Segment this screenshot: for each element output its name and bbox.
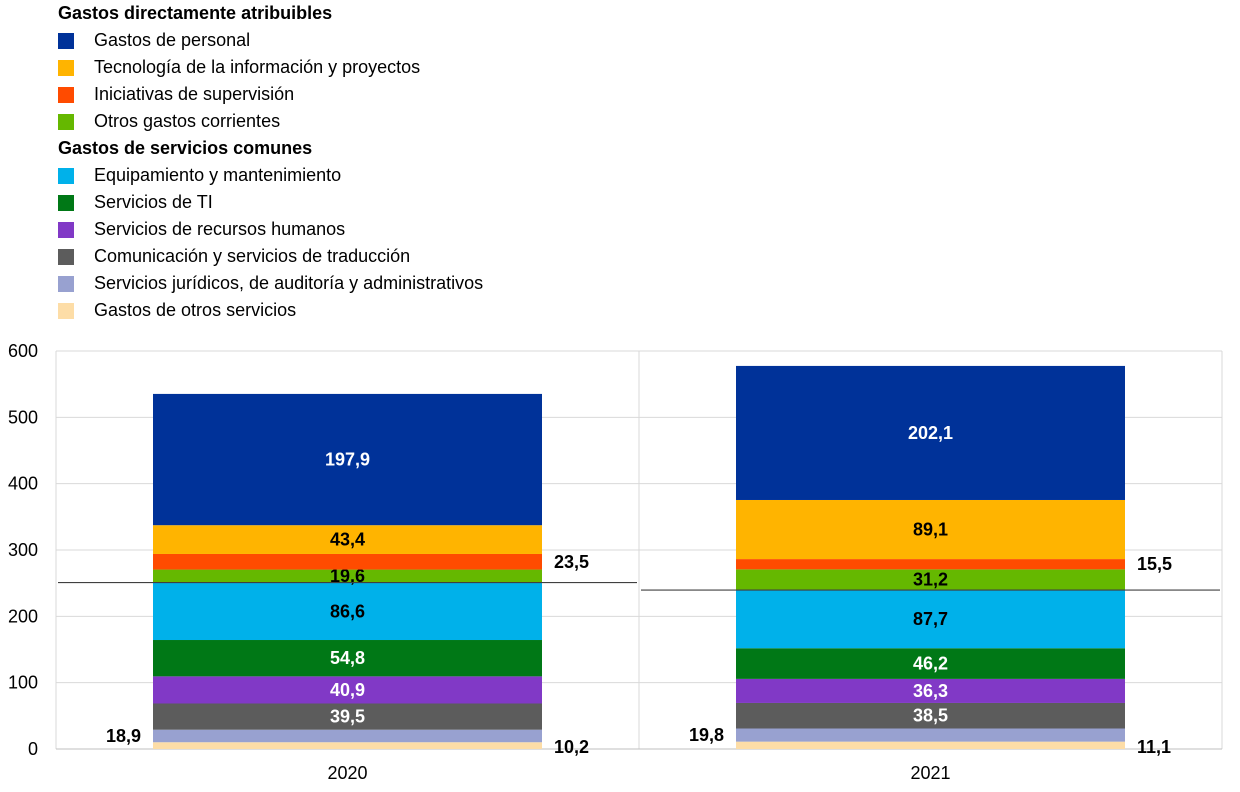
legend-item-communication: Comunicación y servicios de traducción [58,243,758,270]
bar-segment [736,569,1125,591]
bar-segment [153,640,542,677]
legend-item-other-services: Gastos de otros servicios [58,297,758,324]
legend-item-supervisory-initiatives: Iniciativas de supervisión [58,81,758,108]
bar-segment [153,676,542,704]
bar-segment [736,741,1125,749]
bar-segment [736,702,1125,729]
data-label: 54,8 [330,648,365,668]
legend-swatch-it-services [58,195,74,211]
data-label: 23,5 [554,552,589,572]
data-label: 11,1 [1137,737,1171,757]
data-label: 36,3 [913,681,948,701]
legend-item-personal: Gastos de personal [58,27,758,54]
legend-swatch-it-projects [58,60,74,76]
y-tick-label: 100 [8,673,38,693]
legend-swatch-supervisory-initiatives [58,87,74,103]
data-label: 202,1 [908,423,953,443]
legend-group-common-heading: Gastos de servicios comunes [58,138,313,158]
bar-segment [153,742,542,749]
legend-item-hr-services: Servicios de recursos humanos [58,216,758,243]
x-tick-label: 2020 [327,763,367,783]
bar-segment [153,525,542,554]
data-label: 31,2 [913,570,948,590]
data-label: 18,9 [106,726,141,746]
y-tick-label: 0 [28,739,38,759]
legend-item-legal-audit: Servicios jurídicos, de auditoría y admi… [58,270,758,297]
legend-swatch-other-services [58,303,74,319]
legend-item-equipment: Equipamiento y mantenimiento [58,162,758,189]
y-tick-label: 600 [8,341,38,361]
legend-item-other-running-costs: Otros gastos corrientes [58,108,758,135]
x-tick-label: 2021 [910,763,950,783]
bar-segment [153,703,542,730]
legend-swatch-equipment [58,168,74,184]
chart-legend: Gastos directamente atribuibles Gastos d… [58,0,758,324]
legend-swatch-hr-services [58,222,74,238]
data-label: 197,9 [325,450,370,470]
data-label: 86,6 [330,601,365,621]
bar-segment [736,559,1125,570]
legend-swatch-personal [58,33,74,49]
data-label: 19,8 [689,725,724,745]
data-label: 38,5 [913,706,948,726]
bar-segment [736,728,1125,742]
y-tick-label: 300 [8,540,38,560]
legend-item-it-projects: Tecnología de la información y proyectos [58,54,758,81]
bar-segment [736,648,1125,679]
data-label: 10,2 [554,737,589,757]
legend-swatch-other-running-costs [58,114,74,130]
bar-segment [153,553,542,570]
bar-segment [736,365,1125,500]
legend-swatch-legal-audit [58,276,74,292]
data-label: 46,2 [913,654,948,674]
data-label: 43,4 [330,530,365,550]
legend-group-direct-heading: Gastos directamente atribuibles [58,3,333,23]
bar-segment [153,569,542,583]
data-label: 15,5 [1137,554,1172,574]
data-label: 39,5 [330,707,365,727]
y-tick-label: 400 [8,474,38,494]
data-label: 40,9 [330,680,365,700]
bar-segment [736,590,1125,649]
bar-segment [736,499,1125,560]
data-label: 89,1 [913,520,948,540]
bar-segment [153,582,542,641]
legend-item-it-services: Servicios de TI [58,189,758,216]
data-label: 87,7 [913,609,948,629]
y-tick-label: 500 [8,407,38,427]
bar-segment [153,393,542,526]
bar-segment [153,729,542,743]
legend-swatch-communication [58,249,74,265]
bar-segment [736,678,1125,703]
data-label: 19,6 [330,566,365,586]
y-tick-label: 200 [8,606,38,626]
